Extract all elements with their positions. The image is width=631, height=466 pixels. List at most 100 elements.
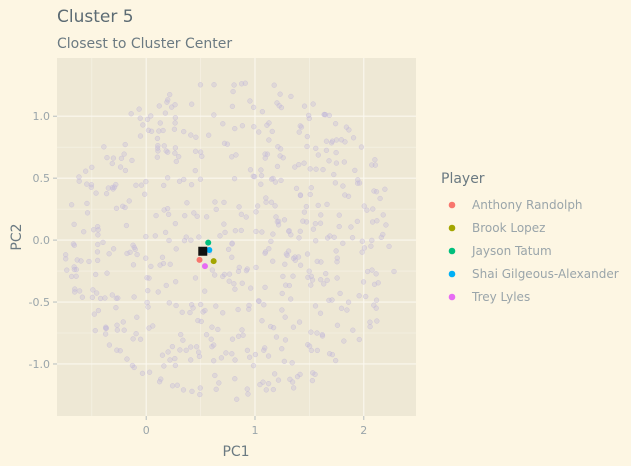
background-point [317, 310, 324, 316]
background-point [79, 294, 86, 300]
background-point [171, 126, 178, 132]
background-point [354, 218, 360, 225]
background-point [176, 178, 183, 184]
background-point [158, 376, 164, 382]
background-point [323, 147, 330, 154]
background-point [275, 144, 281, 150]
background-point [188, 182, 195, 188]
x-tick-label: 0 [143, 424, 150, 437]
background-point [271, 82, 277, 88]
background-point [262, 151, 268, 157]
background-point [156, 103, 162, 109]
background-point [229, 154, 235, 160]
background-point [329, 138, 336, 144]
background-point [229, 241, 235, 247]
background-point [375, 280, 381, 286]
background-point [124, 356, 130, 362]
background-point [63, 256, 69, 262]
background-point [123, 222, 130, 229]
background-point [350, 327, 356, 333]
background-point [276, 218, 282, 224]
background-point [180, 337, 186, 343]
background-point [332, 180, 339, 186]
cluster-center-marker [198, 246, 208, 256]
background-point [270, 325, 277, 331]
background-point [270, 231, 276, 237]
background-point [194, 213, 200, 220]
background-point [303, 203, 310, 210]
background-point [105, 185, 112, 191]
background-point [320, 166, 326, 173]
background-point [199, 153, 205, 159]
background-point [144, 116, 151, 123]
background-point [159, 254, 166, 260]
chart-subtitle: Closest to Cluster Center [57, 36, 232, 52]
background-point [296, 129, 302, 135]
background-point [100, 239, 106, 246]
background-point [106, 251, 112, 257]
background-point [278, 177, 284, 184]
background-point [245, 391, 251, 397]
background-point [209, 344, 215, 350]
background-point [323, 138, 330, 144]
player-point [205, 239, 212, 246]
background-point [146, 275, 152, 281]
chart-title: Cluster 5 [57, 7, 134, 27]
background-point [306, 268, 312, 274]
background-point [356, 336, 362, 343]
background-point [189, 101, 195, 107]
background-point [326, 158, 332, 164]
background-point [266, 246, 272, 252]
x-axis-title: PC1 [222, 444, 249, 460]
background-point [113, 205, 120, 211]
player-point [196, 256, 203, 263]
background-point [268, 238, 274, 245]
background-point [234, 396, 240, 402]
background-point [372, 157, 378, 163]
background-point [243, 268, 250, 274]
background-point [300, 218, 306, 224]
background-point [270, 386, 276, 393]
background-point [371, 302, 377, 308]
background-point [315, 202, 321, 209]
background-point [345, 299, 352, 305]
background-point [340, 183, 346, 189]
background-point [373, 271, 379, 277]
background-point [157, 262, 163, 268]
background-point [181, 128, 187, 135]
background-point [94, 257, 101, 264]
background-point [286, 228, 292, 235]
highlight-points [196, 239, 217, 270]
background-point [120, 319, 126, 325]
background-point [133, 331, 139, 337]
background-point [386, 243, 392, 250]
background-point [187, 309, 193, 316]
background-point [144, 299, 150, 306]
background-point [301, 209, 308, 215]
background-point [324, 277, 330, 283]
background-point [232, 125, 238, 132]
background-point [162, 229, 169, 236]
background-point [363, 293, 369, 300]
background-point [165, 211, 172, 218]
background-point [368, 243, 374, 249]
background-point [128, 111, 134, 117]
background-point [262, 345, 268, 351]
background-point [292, 164, 298, 170]
background-point [244, 347, 251, 354]
background-point [382, 186, 388, 192]
background-point [195, 317, 201, 324]
background-point [221, 199, 227, 206]
background-point [313, 145, 319, 152]
background-point [172, 150, 178, 156]
background-point [152, 233, 158, 239]
background-point [262, 249, 269, 255]
background-point [165, 349, 171, 355]
background-point [273, 334, 280, 340]
background-point [336, 223, 342, 230]
background-point [103, 325, 109, 331]
background-point [104, 270, 110, 276]
background-point [202, 288, 208, 294]
background-point [290, 255, 297, 261]
legend-label: Brook Lopez [472, 221, 545, 235]
